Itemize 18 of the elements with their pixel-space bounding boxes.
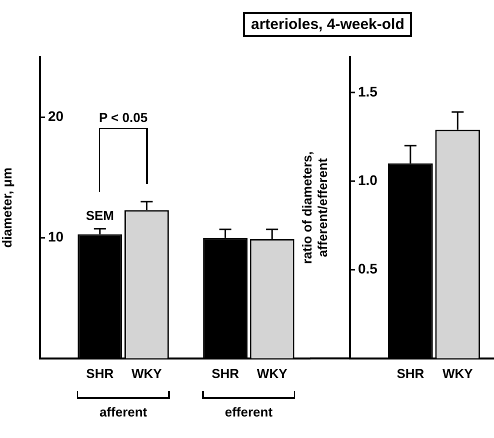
x-tick-label: WKY [442, 366, 474, 381]
x-tick-label: SHR [212, 366, 240, 381]
x-tick-label: WKY [256, 366, 288, 381]
y-tick-label: 20 [48, 108, 64, 124]
annotation: P < 0.05 [99, 110, 148, 125]
text: afferent [99, 404, 148, 420]
annotation: SEM [86, 208, 114, 223]
y-tick-label: 1.5 [358, 83, 378, 100]
text: efferent [224, 404, 274, 420]
x-tick-label: SHR [86, 366, 114, 381]
x-tick-label: WKY [132, 366, 162, 381]
y-axis-title: diameter, μm [0, 168, 14, 248]
y-tick-label: 10 [48, 228, 64, 245]
y-tick-label: 0.5 [358, 260, 378, 277]
y-axis-title: ratio of diameters, afferent/efferent [299, 151, 330, 264]
chart-title: arterioles, 4-week-old [243, 12, 412, 37]
x-tick-label: SHR [396, 366, 425, 381]
y-tick-label: 1.0 [358, 172, 378, 188]
